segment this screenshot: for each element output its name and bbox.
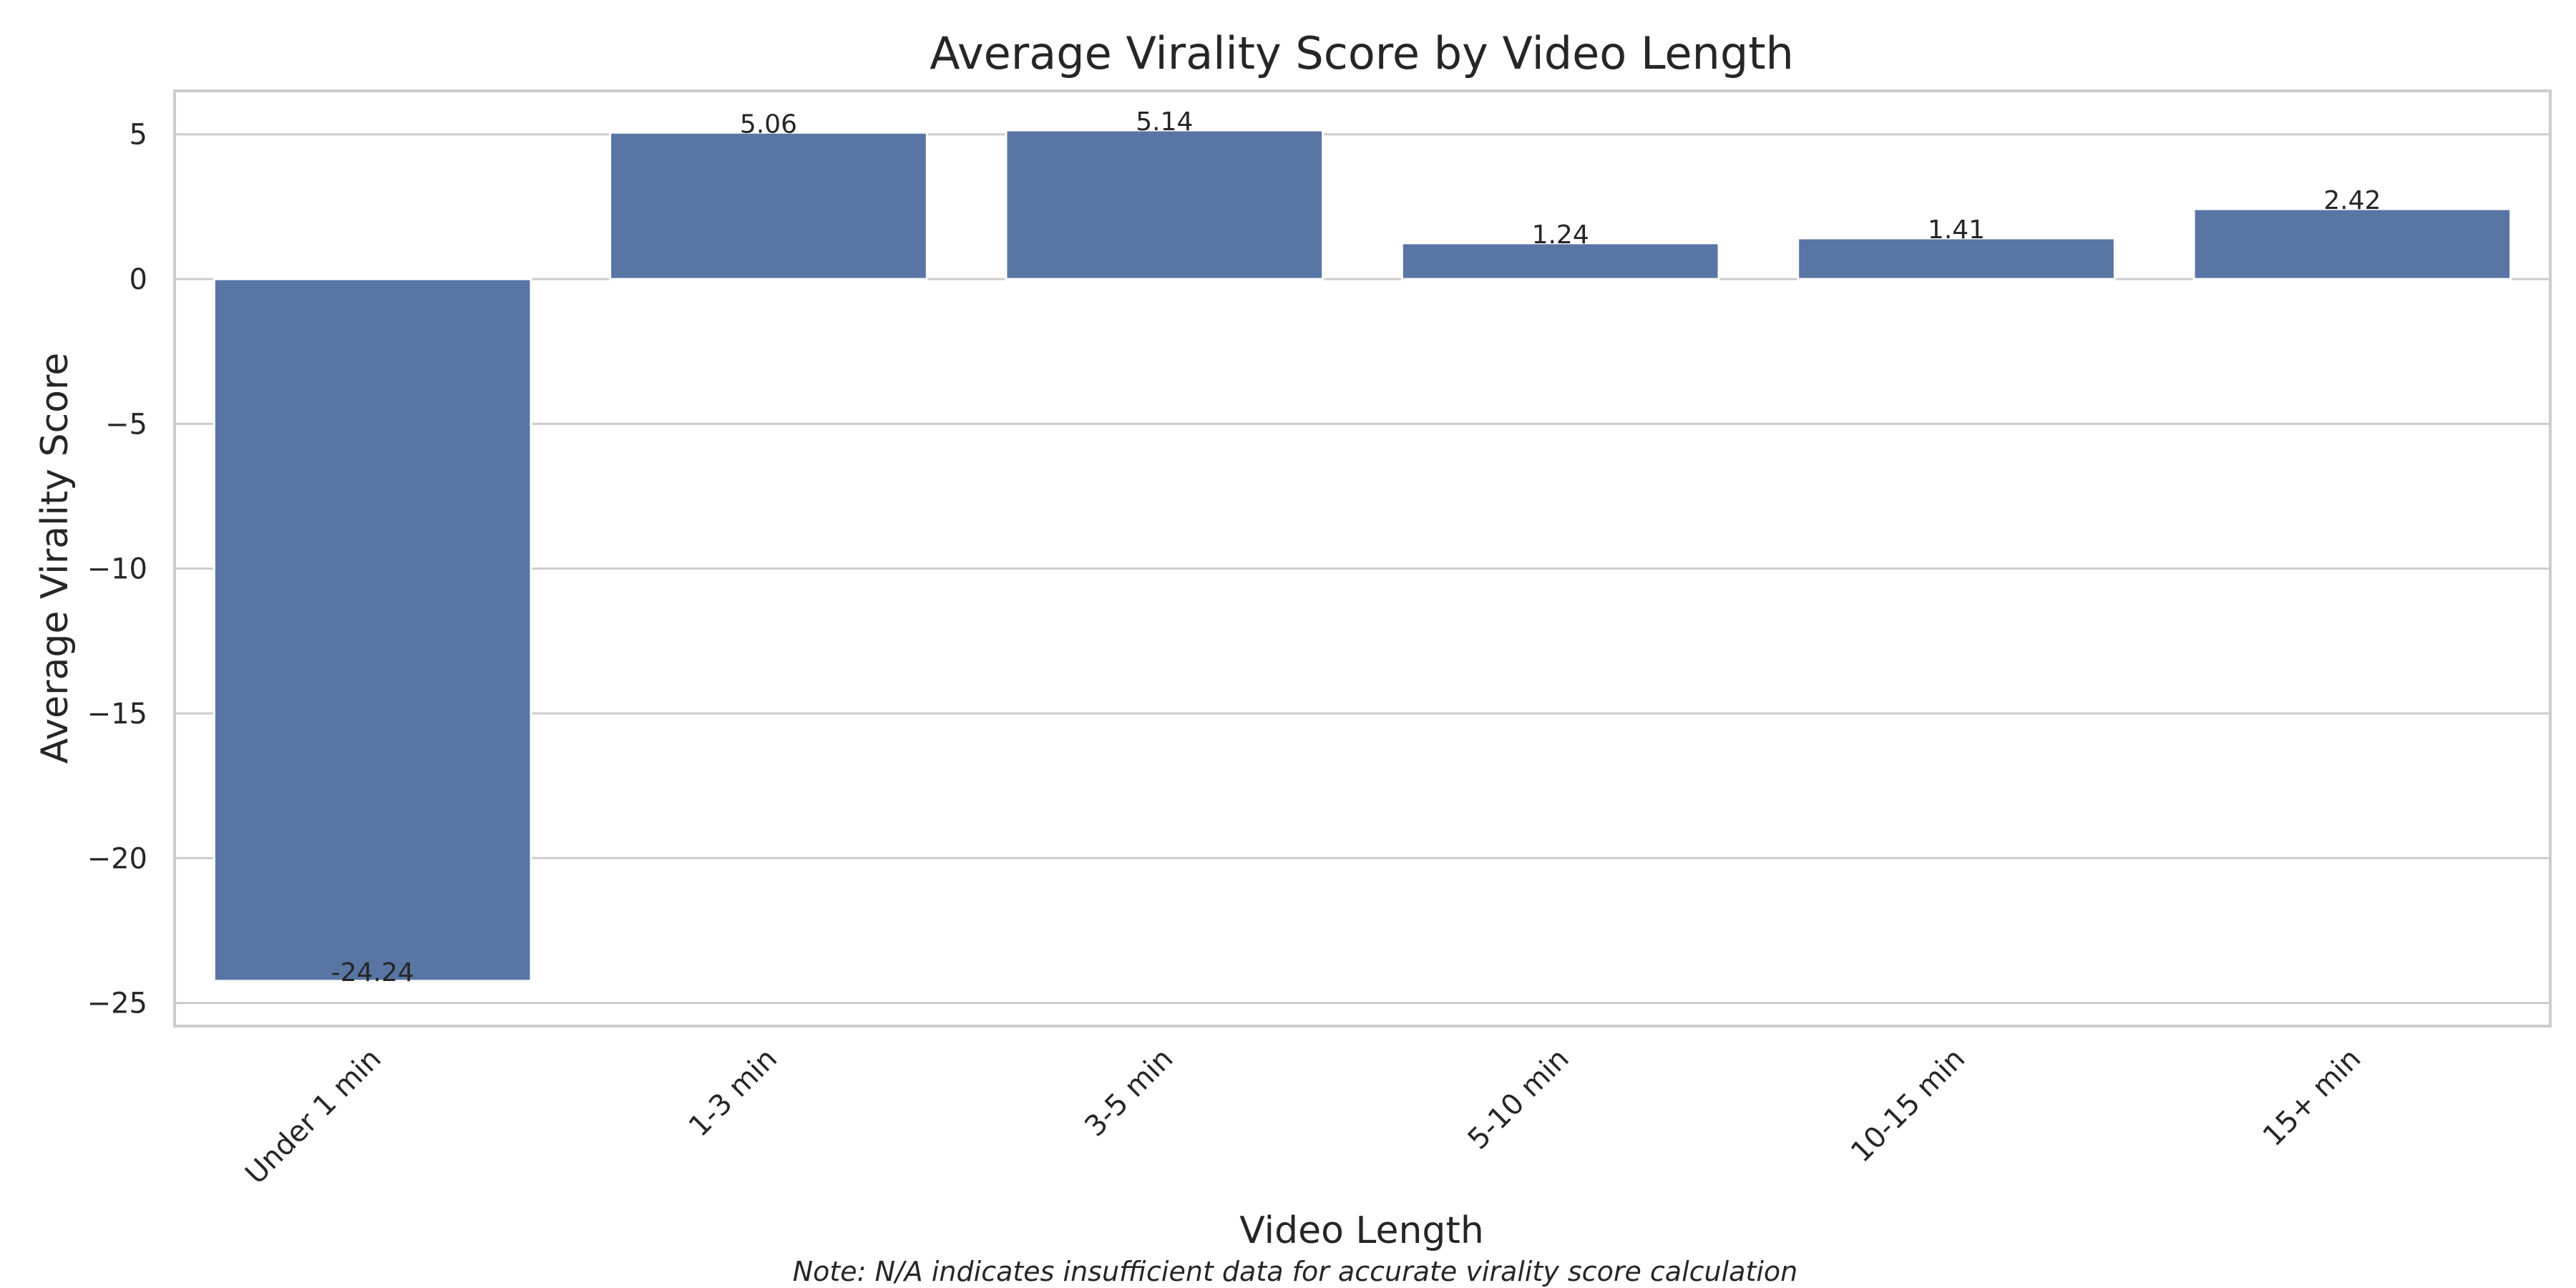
x-tick-label: Under 1 min	[239, 1043, 387, 1191]
plot-frame	[173, 89, 2552, 1028]
bars	[213, 129, 2512, 982]
y-tick-label: −5	[105, 408, 147, 441]
grid-lines	[175, 133, 2550, 1005]
data-label-4: 1.41	[1928, 215, 1985, 245]
data-label-2: 5.14	[1136, 107, 1193, 137]
y-tick-label: 0	[130, 263, 147, 296]
bar-5	[2192, 208, 2512, 280]
y-tick-label: −10	[87, 553, 147, 586]
data-label-0: -24.24	[331, 958, 414, 987]
y-tick-label: −20	[87, 842, 147, 875]
data-labels: -24.24 5.06 5.14 1.24 1.41 2.42	[331, 107, 2381, 987]
data-label-5: 2.42	[2323, 186, 2381, 215]
data-label-1: 5.06	[740, 109, 797, 139]
y-tick-label: −25	[87, 987, 147, 1020]
x-tick-label: 5-10 min	[1462, 1043, 1576, 1156]
x-tick-labels: Under 1 min 1-3 min 3-5 min 5-10 min 10-15 m…	[239, 1043, 2367, 1191]
x-tick-label: 15+ min	[2257, 1043, 2368, 1153]
x-tick-label: 3-5 min	[1078, 1043, 1179, 1143]
data-label-3: 1.24	[1532, 220, 1589, 250]
y-tick-label: −15	[87, 698, 147, 731]
x-axis-label: Video Length	[1239, 1209, 1484, 1252]
y-axis-label: Average Virality Score	[34, 353, 77, 763]
bar-2	[1005, 129, 1324, 280]
x-tick-label: 10-15 min	[1845, 1043, 1971, 1169]
chart-note: Note: N/A indicates insufficient data fo…	[793, 1256, 1798, 1287]
y-tick-label: 5	[130, 119, 147, 152]
x-tick-label: 1-3 min	[683, 1043, 784, 1143]
bar-4	[1797, 237, 2116, 280]
chart-title: Average Virality Score by Video Length	[930, 27, 1794, 79]
bar-3	[1400, 242, 1720, 280]
y-tick-labels: 5 0 −5 −10 −15 −20 −25	[87, 119, 147, 1020]
bar-1	[609, 131, 928, 280]
bar-0	[213, 278, 532, 982]
